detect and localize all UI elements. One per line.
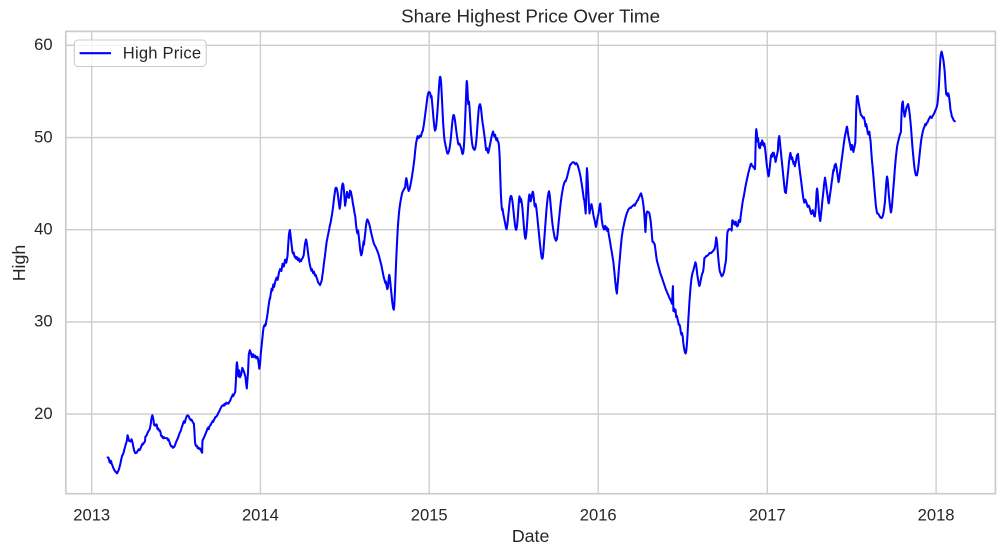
- svg-text:50: 50: [34, 127, 52, 146]
- svg-text:2015: 2015: [411, 506, 448, 525]
- svg-text:40: 40: [34, 219, 52, 238]
- svg-text:Share Highest Price Over Time: Share Highest Price Over Time: [401, 6, 660, 27]
- svg-text:60: 60: [34, 35, 52, 54]
- svg-text:30: 30: [34, 312, 52, 331]
- svg-text:2018: 2018: [918, 506, 955, 525]
- svg-text:20: 20: [34, 404, 52, 423]
- svg-text:2014: 2014: [242, 506, 279, 525]
- svg-text:2017: 2017: [749, 506, 786, 525]
- svg-text:High: High: [9, 245, 29, 282]
- svg-text:High Price: High Price: [123, 44, 202, 63]
- svg-text:Date: Date: [512, 526, 550, 546]
- svg-text:2013: 2013: [73, 506, 110, 525]
- svg-text:2016: 2016: [580, 506, 617, 525]
